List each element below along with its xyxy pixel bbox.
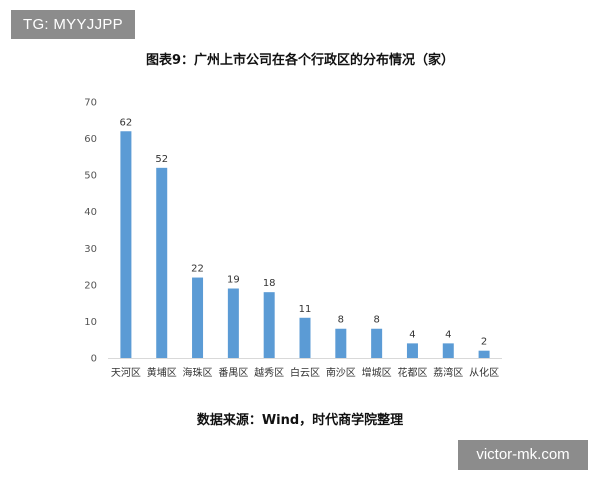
data-label: 2 (481, 337, 487, 348)
y-tick-label: 60 (84, 134, 97, 145)
source-note: 数据来源：Wind，时代商学院整理 (196, 413, 404, 428)
category-labels-group: 天河区 黄埔区 海珠区 番禺区 越秀区 白云区 南沙区 增城区 花都区 荔湾区 从化区 (111, 366, 499, 379)
category-label: 从化区 (469, 366, 499, 379)
data-labels-group: 62 52 22 19 18 11 8 8 4 4 2 (120, 117, 488, 347)
bar (156, 167, 168, 358)
y-tick-label: 40 (84, 207, 97, 218)
bar (371, 328, 383, 358)
y-tick-label: 0 (91, 354, 97, 365)
y-tick-label: 20 (84, 280, 97, 291)
data-label: 22 (191, 264, 204, 275)
data-label: 8 (373, 315, 379, 326)
bar (299, 317, 311, 358)
y-axis-ticks: 0 10 20 30 40 50 60 70 (84, 98, 97, 365)
watermark-bottom-right: victor-mk.com (458, 440, 588, 470)
category-label: 黄埔区 (147, 366, 177, 379)
data-label: 8 (338, 315, 344, 326)
y-tick-label: 30 (84, 244, 97, 255)
bar (120, 131, 132, 358)
category-label: 番禺区 (218, 367, 248, 379)
bar (335, 328, 347, 358)
category-label: 天河区 (111, 367, 141, 379)
y-tick-label: 70 (84, 98, 97, 109)
bar (478, 350, 490, 358)
data-label: 11 (299, 304, 312, 315)
bar (442, 343, 454, 358)
bar (227, 288, 239, 358)
bars-group (120, 131, 490, 358)
category-label: 南沙区 (326, 366, 356, 379)
category-label: 白云区 (290, 366, 320, 379)
category-label: 越秀区 (254, 366, 284, 379)
data-label: 52 (155, 154, 168, 165)
data-label: 19 (227, 275, 240, 286)
category-label: 增城区 (362, 366, 392, 379)
bar (263, 292, 275, 358)
category-label: 海珠区 (183, 366, 213, 379)
category-label: 荔湾区 (433, 366, 463, 379)
bar (192, 277, 204, 358)
data-label: 4 (445, 329, 451, 340)
y-tick-label: 50 (84, 171, 97, 182)
watermark-top-left: TG: MYYJJPP (11, 10, 135, 39)
data-label: 4 (409, 329, 415, 340)
data-label: 62 (120, 117, 133, 128)
bar (406, 343, 418, 358)
chart-title: 图表9：广州上市公司在各个行政区的分布情况（家） (145, 53, 455, 68)
data-label: 18 (263, 278, 276, 289)
y-tick-label: 10 (84, 317, 97, 328)
category-label: 花都区 (397, 366, 427, 379)
